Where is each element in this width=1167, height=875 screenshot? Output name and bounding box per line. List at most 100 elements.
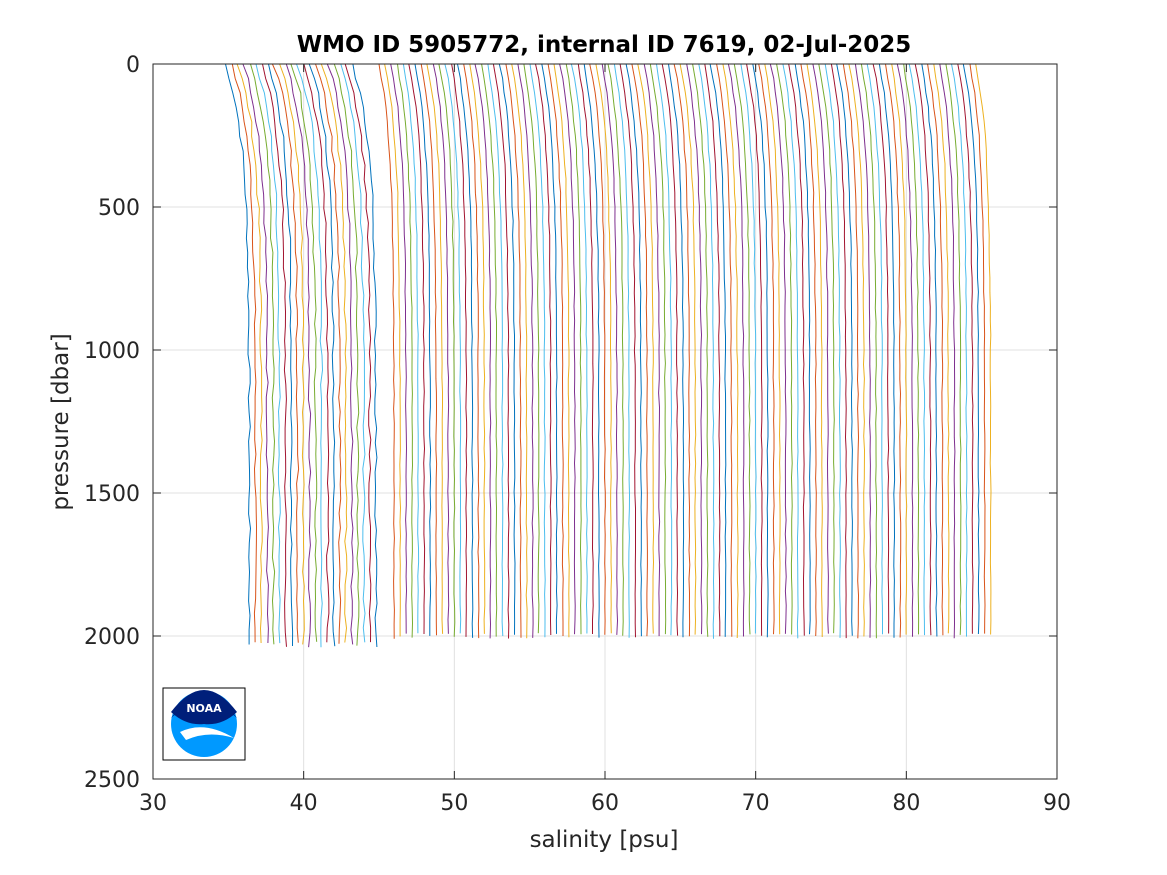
salinity-profile-line [279, 63, 305, 645]
salinity-profile-line [290, 63, 318, 642]
salinity-profile-line [975, 63, 992, 635]
salinity-profile-line [397, 63, 414, 638]
salinity-profile-line [716, 63, 733, 637]
salinity-profile-line [830, 63, 847, 639]
salinity-profile-line [788, 63, 805, 636]
salinity-profile-line [463, 63, 480, 639]
salinity-profile-line [601, 63, 619, 635]
salinity-profile-line [498, 63, 516, 635]
salinity-profile-line [673, 63, 691, 637]
salinity-profile-line [607, 63, 624, 636]
salinity-profile-line [619, 63, 636, 638]
salinity-profile-line [752, 63, 769, 638]
plot-area: 30 40 50 60 70 80 90 0 500 1000 1500 2000 2500 [84, 53, 1071, 816]
salinity-profile-line [727, 63, 745, 637]
x-tick-label: 50 [440, 791, 468, 816]
salinity-profile-line [285, 63, 312, 648]
salinity-profile-line [866, 63, 883, 635]
ticks: 30 40 50 60 70 80 90 0 500 1000 1500 2000 2500 [84, 53, 1071, 816]
salinity-profile-line [595, 63, 613, 634]
salinity-profile-line [649, 63, 667, 635]
y-tick-label: 0 [126, 53, 140, 78]
salinity-profile-line [231, 63, 258, 643]
salinity-profile-line [432, 63, 450, 634]
salinity-profile-line [474, 63, 492, 639]
salinity-profile-line [891, 63, 908, 635]
salinity-profile-line [939, 63, 956, 639]
salinity-profile-line [517, 63, 534, 638]
salinity-profile-line [854, 63, 872, 638]
salinity-profile-line [903, 63, 920, 635]
salinity-profile-line [945, 63, 962, 635]
salinity-profile-line [836, 63, 853, 636]
salinity-profile-line [242, 63, 269, 644]
noaa-logo-icon: NOAA [162, 687, 246, 761]
salinity-profile-line [686, 63, 703, 635]
salinity-profile-line [643, 63, 661, 637]
salinity-profile-line [625, 63, 642, 637]
salinity-profile-line [824, 63, 841, 638]
logo-text: NOAA [186, 702, 222, 715]
salinity-profile-line [308, 63, 336, 647]
salinity-profile-line [570, 63, 588, 634]
salinity-profile-line [444, 63, 462, 634]
salinity-profile-line [420, 63, 438, 636]
salinity-profile-line [589, 63, 606, 635]
salinity-profile-line [487, 63, 504, 637]
salinity-profile-line [933, 63, 950, 634]
salinity-profile-line [969, 63, 986, 634]
salinity-profile-line [511, 63, 528, 639]
y-tick-label: 500 [98, 196, 140, 221]
salinity-profile-line [848, 63, 866, 637]
salinity-profile-line [457, 63, 474, 638]
salinity-profile-line [352, 63, 378, 648]
salinity-profile-line [505, 63, 522, 638]
salinity-profile-line [656, 63, 673, 636]
salinity-profile-line [565, 63, 582, 635]
salinity-profile-line [818, 63, 835, 634]
salinity-profile-line [812, 63, 829, 634]
salinity-profile-line [733, 63, 751, 635]
salinity-profile-line [704, 63, 721, 637]
salinity-profile-line [553, 63, 570, 638]
salinity-profile-line [333, 63, 360, 646]
salinity-profile-line [583, 63, 600, 638]
salinity-profile-line [577, 63, 594, 634]
salinity-profile-line [872, 63, 890, 634]
x-tick-label: 90 [1043, 791, 1071, 816]
salinity-profile-line [661, 63, 679, 636]
salinity-profile-line [559, 63, 576, 635]
salinity-profile-line [740, 63, 757, 634]
salinity-profile-line [390, 63, 408, 634]
salinity-profile-line [344, 63, 372, 643]
salinity-profile-line [296, 63, 324, 648]
x-tick-label: 30 [139, 791, 167, 816]
salinity-profile-line [236, 63, 263, 644]
y-tick-label: 2500 [84, 768, 140, 793]
salinity-profile-line [613, 63, 631, 638]
salinity-profile-line [709, 63, 727, 637]
salinity-profile-line [414, 63, 432, 636]
y-axis-label: pressure [dbar] [48, 333, 74, 510]
salinity-profile-line [541, 63, 558, 634]
salinity-profile-line [722, 63, 739, 639]
salinity-profile-line [250, 63, 276, 645]
salinity-profile-line [408, 63, 426, 635]
salinity-profile-line [885, 63, 902, 638]
y-tick-label: 1000 [84, 339, 140, 364]
salinity-profile-line [764, 63, 781, 635]
salinity-profile-line [806, 63, 823, 637]
x-tick-label: 40 [290, 791, 318, 816]
salinity-profile-line [340, 63, 366, 643]
salinity-profile-line [878, 63, 896, 638]
salinity-profile-line [962, 63, 980, 635]
salinity-profile-line [782, 63, 799, 639]
salinity-profile-line [914, 63, 932, 636]
x-tick-label: 80 [892, 791, 920, 816]
salinity-profile-line [921, 63, 938, 637]
salinity-profile-line [800, 63, 817, 637]
salinity-profile-line [481, 63, 498, 637]
salinity-profile-line [908, 63, 926, 636]
salinity-profile-line [523, 63, 540, 634]
